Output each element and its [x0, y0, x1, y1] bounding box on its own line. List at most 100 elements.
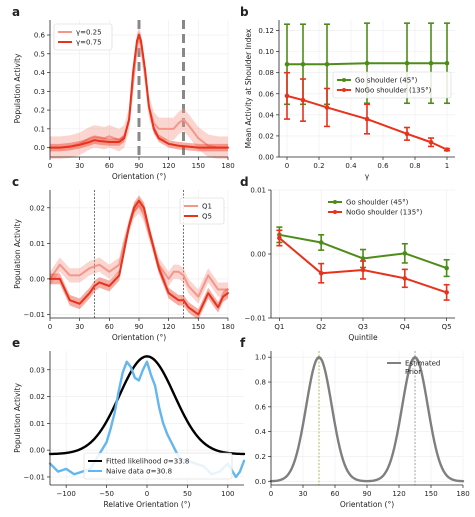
data-point	[428, 60, 434, 66]
panel-c: c 0 30 60 90 120 150 180 −0.01 0.00 0.01 0.02 Orient…	[12, 175, 235, 342]
y-tick-label: 0.8	[255, 379, 266, 387]
x-tick-label: 0.6	[377, 162, 389, 170]
x-tick-label: 0	[48, 323, 52, 331]
data-point	[360, 267, 366, 273]
panel-label-c: c	[12, 175, 19, 189]
x-tick-label: 60	[331, 490, 340, 498]
y-tick-label: 0.04	[258, 111, 274, 119]
x-tick-label: 150	[192, 162, 205, 170]
data-point	[364, 60, 370, 66]
series-line	[49, 205, 229, 298]
x-tick-label: 0	[285, 162, 289, 170]
x-tick-label: 60	[105, 323, 114, 331]
x-tick-label: 150	[192, 323, 205, 331]
x-tick-label: 120	[162, 323, 175, 331]
legend-label: γ=0.75	[76, 39, 102, 47]
panel-label-a: a	[12, 5, 20, 19]
x-tick-label: 120	[392, 490, 405, 498]
panel-a: a 0 30 60 90 120 150 180 0.0 0.1 0.2 0.3 0.4 0.5 0.6 Or…	[12, 5, 235, 181]
data-point	[324, 61, 330, 67]
y-tick-label: 0.6	[34, 32, 46, 40]
y-tick-label: 0.03	[29, 366, 45, 374]
y-tick-label: 0.02	[29, 204, 45, 212]
panel-b: b 0 0.2 0.4 0.6 0.8 1 0.00 0.02 0.04 0.06 0.08 0.10 0…	[240, 5, 455, 181]
series-line	[269, 356, 465, 483]
legend-label: Q5	[202, 213, 212, 221]
y-axis-label: Population Activity	[13, 53, 22, 123]
y-tick-label: 0.06	[258, 90, 274, 98]
x-tick-label: 30	[75, 162, 84, 170]
x-tick-label: 90	[363, 490, 372, 498]
data-point	[444, 60, 450, 66]
data-point	[284, 61, 290, 67]
data-point	[444, 265, 449, 271]
data-point	[404, 60, 410, 66]
y-tick-label: −0.01	[24, 311, 45, 319]
data-point	[444, 147, 450, 152]
x-tick-label: 100	[221, 490, 234, 498]
y-tick-label: 0.00	[29, 447, 45, 455]
x-tick-label: 0.2	[313, 162, 324, 170]
y-tick-label: 0.01	[29, 420, 45, 428]
x-tick-label: 0	[269, 490, 273, 498]
panel-label-e: e	[12, 336, 20, 350]
legend-label: NoGo shoulder (135°)	[355, 87, 432, 95]
data-point	[360, 256, 366, 261]
legend-label: Naive data σ=30.8	[106, 468, 172, 476]
legend-label: γ=0.25	[76, 29, 102, 37]
legend-label: Prior	[405, 368, 421, 376]
y-tick-label: 0.2	[255, 453, 266, 461]
x-tick-label: Q3	[358, 323, 368, 331]
legend-label: Q1	[202, 203, 212, 211]
x-tick-label: 1	[445, 162, 449, 170]
y-tick-label: 0.02	[258, 132, 274, 140]
y-tick-label: 0.1	[34, 125, 45, 133]
x-axis-label: Orientation (°)	[112, 172, 166, 181]
legend-box	[332, 71, 452, 99]
series-line	[49, 37, 229, 149]
x-tick-label: 0	[48, 162, 52, 170]
x-axis-label: Relative Orientation (°)	[104, 500, 191, 509]
y-tick-label: 0.12	[258, 27, 274, 35]
panel-label-b: b	[240, 5, 249, 19]
grid	[270, 351, 464, 485]
x-axis-label: Orientation (°)	[340, 500, 394, 509]
x-tick-label: −50	[99, 490, 114, 498]
panel-d: d Q1 Q2 Q3 Q4 Q5 −0.01 0.00 0.01 Quintile Go shoul…	[240, 175, 455, 342]
x-tick-label: 90	[135, 162, 144, 170]
x-tick-label: 180	[221, 323, 234, 331]
x-tick-label: Q1	[274, 323, 284, 331]
x-tick-label: 60	[105, 162, 114, 170]
panel-e: e −100 −50 0 50 100 −0.01 0.00 0.01 0.02 0.03 Relat…	[12, 336, 246, 509]
legend-label: Go shoulder (45°)	[355, 77, 418, 85]
data-point	[277, 235, 282, 241]
legend: γ=0.25 γ=0.75	[53, 23, 113, 51]
series-line	[49, 199, 229, 316]
y-tick-label: 0.5	[34, 50, 45, 58]
legend-box	[83, 452, 233, 480]
legend-marker	[342, 78, 346, 82]
y-tick-label: 0.0	[34, 144, 45, 152]
y-tick-label: 0.10	[258, 48, 274, 56]
x-axis-label: γ	[365, 172, 370, 181]
legend-label: Fitted likelihood σ=33.8	[106, 458, 189, 466]
x-tick-label: Q2	[316, 323, 326, 331]
x-tick-label: 30	[75, 323, 84, 331]
y-tick-label: −0.01	[245, 315, 266, 323]
legend-marker	[333, 200, 337, 204]
legend-label: NoGo shoulder (135°)	[346, 209, 423, 217]
x-tick-label: 180	[456, 490, 469, 498]
y-tick-label: 1.0	[255, 354, 266, 362]
legend-box	[53, 23, 113, 51]
data-point	[324, 105, 330, 110]
y-tick-label: 0.02	[29, 393, 45, 401]
x-axis-label: Orientation (°)	[112, 333, 166, 342]
data-point	[318, 270, 324, 276]
x-tick-label: 30	[299, 490, 308, 498]
data-point	[444, 290, 449, 295]
y-tick-label: 0.0	[255, 478, 266, 486]
y-axis-label: Mean Activity at Shoulder Index	[244, 28, 253, 148]
